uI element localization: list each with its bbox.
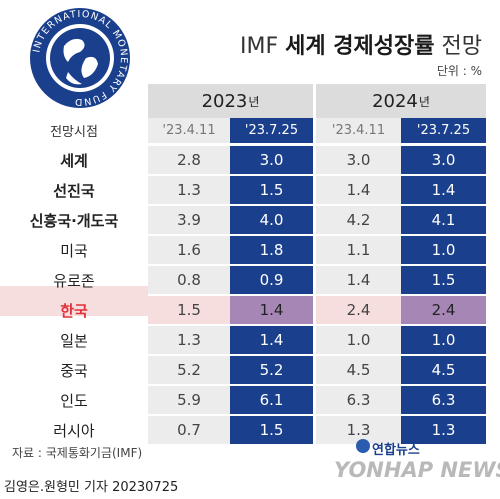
table-cell: 1.3 <box>148 326 230 354</box>
table-cell: 6.1 <box>230 386 313 414</box>
korea-highlight-band <box>0 286 148 316</box>
year-suffix: 년 <box>418 94 430 109</box>
table-cell: 3.0 <box>230 146 313 174</box>
table-cell: 1.4 <box>316 266 401 294</box>
table-cell: 1.4 <box>401 176 486 204</box>
table-cell: 1.5 <box>230 416 313 444</box>
row-label: 신흥국·개도국 <box>29 211 119 230</box>
table-cell: 3.9 <box>148 206 230 234</box>
year-header-2024: 2024 년 <box>316 84 486 118</box>
date-col-2: '23.7.25 <box>230 118 313 143</box>
table-cell: 4.5 <box>401 356 486 384</box>
table-cell: 1.4 <box>230 296 313 324</box>
table-cell: 1.0 <box>401 326 486 354</box>
forecast-date-label: 전망시점 <box>50 125 98 140</box>
title-suffix: 전망 <box>434 34 483 59</box>
row-label: 미국 <box>60 241 88 260</box>
table-cell: 5.9 <box>148 386 230 414</box>
year-header-2023: 2023 년 <box>148 84 313 118</box>
table-cell: 0.8 <box>148 266 230 294</box>
source-note: 자료 : 국제통화기금(IMF) <box>12 446 143 460</box>
imf-logo-icon: INTERNATIONAL MONETARY FUND <box>30 8 130 108</box>
title-normal: IMF <box>240 34 286 59</box>
row-label: 선진국 <box>53 181 95 200</box>
table-cell: 1.3 <box>401 416 486 444</box>
table-cell: 5.2 <box>230 356 313 384</box>
yonhap-logo-icon <box>356 439 370 453</box>
table-cell: 2.4 <box>316 296 401 324</box>
table-cell: 4.1 <box>401 206 486 234</box>
agency-name: 연합뉴스 <box>372 443 420 458</box>
table-cell: 1.5 <box>148 296 230 324</box>
year-2023-text: 2023 <box>201 90 248 112</box>
title-bold: 세계 경제성장률 <box>285 34 435 59</box>
year-suffix: 년 <box>248 94 260 109</box>
row-label: 세계 <box>60 151 88 170</box>
year-2024-text: 2024 <box>372 90 418 112</box>
date-col-4: '23.7.25 <box>401 118 486 143</box>
table-cell: 4.5 <box>316 356 401 384</box>
table-cell: 4.2 <box>316 206 401 234</box>
table-cell: 5.2 <box>148 356 230 384</box>
table-cell: 2.4 <box>401 296 486 324</box>
table-cell: 1.3 <box>148 176 230 204</box>
table-cell: 3.0 <box>401 146 486 174</box>
page-title: IMF 세계 경제성장률 전망 <box>240 28 482 60</box>
table-cell: 1.6 <box>148 236 230 264</box>
table-cell: 0.7 <box>148 416 230 444</box>
table-cell: 6.3 <box>401 386 486 414</box>
date-col-1: '23.4.11 <box>148 118 230 143</box>
unit-label: 단위 : % <box>436 64 482 78</box>
table-cell: 2.8 <box>148 146 230 174</box>
table-cell: 1.0 <box>401 236 486 264</box>
row-label: 유로존 <box>53 271 95 290</box>
row-label: 중국 <box>60 361 88 380</box>
table-cell: 1.5 <box>230 176 313 204</box>
table-cell: 1.0 <box>316 326 401 354</box>
table-cell: 1.5 <box>401 266 486 294</box>
table-cell: 0.9 <box>230 266 313 294</box>
table-cell: 1.4 <box>230 326 313 354</box>
agency-wordmark: YONHAP NEWS <box>334 458 500 482</box>
table-cell: 1.1 <box>316 236 401 264</box>
row-label: 일본 <box>60 331 88 350</box>
table-cell: 4.0 <box>230 206 313 234</box>
table-cell: 3.0 <box>316 146 401 174</box>
date-col-3: '23.4.11 <box>316 118 401 143</box>
byline: 김영은.원형민 기자 20230725 <box>4 480 179 495</box>
table-cell: 1.8 <box>230 236 313 264</box>
row-label: 러시아 <box>53 421 95 440</box>
table-cell: 6.3 <box>316 386 401 414</box>
row-label: 인도 <box>60 391 88 410</box>
row-label: 한국 <box>60 301 88 320</box>
table-cell: 1.4 <box>316 176 401 204</box>
